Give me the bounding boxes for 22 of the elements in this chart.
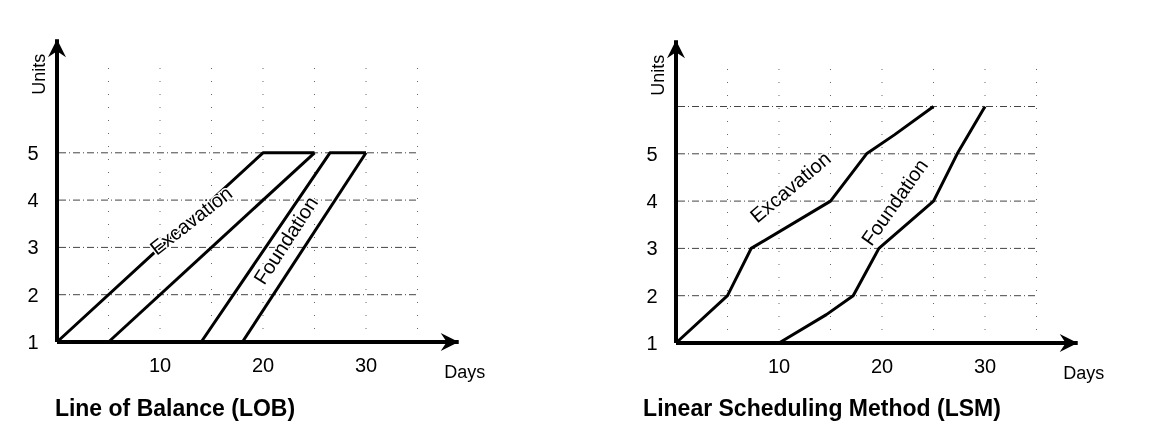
y-tick-label: 2 <box>646 284 658 307</box>
x-tick-label: 10 <box>148 354 172 376</box>
x-tick-label: 30 <box>354 354 378 376</box>
y-tick-label: 1 <box>646 332 658 354</box>
x-tick-label: 20 <box>251 354 275 376</box>
y-axis-title: Units <box>29 53 49 95</box>
x-axis-title: Days <box>444 362 486 382</box>
text: Line of Balance (LOB) <box>54 395 296 421</box>
text: Linear Scheduling Method (LSM) <box>643 395 1001 421</box>
y-tick-label: 3 <box>646 237 658 260</box>
y-tick-label: 2 <box>27 283 39 306</box>
y-tick-label: 4 <box>646 190 658 213</box>
x-tick-label: 10 <box>767 355 791 377</box>
y-tick-label: 5 <box>27 141 39 164</box>
y-tick-label: 1 <box>27 331 39 353</box>
x-axis-title: Days <box>1063 363 1105 383</box>
y-axis-title: Units <box>648 54 668 96</box>
y-tick-label: 5 <box>646 142 658 165</box>
y-tick-label: 3 <box>27 236 39 259</box>
x-tick-label: 20 <box>870 355 894 377</box>
y-tick-label: 4 <box>27 189 39 212</box>
x-tick-label: 30 <box>973 355 997 377</box>
